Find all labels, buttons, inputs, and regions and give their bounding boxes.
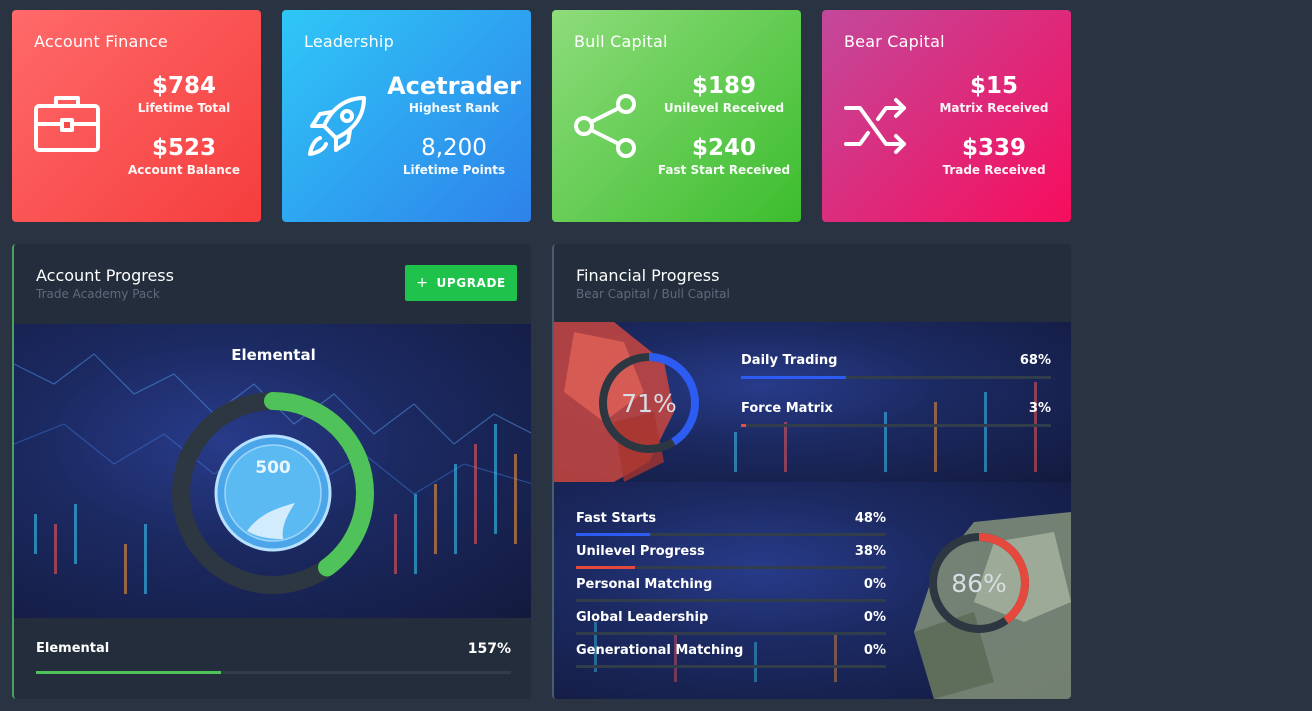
unilevel-received-label: Unilevel Received bbox=[663, 101, 785, 115]
progress-row: Personal Matching 0% bbox=[576, 577, 886, 602]
card-stats: $784 Lifetime Total $523 Account Balance bbox=[107, 72, 261, 196]
bear-capital-card: Bear Capital $15 Matrix Received $339 Tr… bbox=[822, 10, 1071, 222]
elemental-progress-bar bbox=[36, 671, 511, 674]
highest-rank-label: Highest Rank bbox=[408, 101, 500, 115]
card-title: Bear Capital bbox=[844, 32, 945, 51]
progress-percent: 48% bbox=[854, 511, 886, 526]
bear-illustration bbox=[554, 322, 1037, 482]
account-balance-label: Account Balance bbox=[127, 163, 240, 177]
market-chart-background: Elemental 500 bbox=[14, 324, 531, 618]
fast-start-received-value: $240 bbox=[691, 135, 756, 161]
footer-label: Elemental bbox=[36, 641, 110, 656]
lifetime-total-label: Lifetime Total bbox=[137, 101, 231, 115]
upgrade-label: UPGRADE bbox=[436, 276, 506, 290]
progress-percent: 0% bbox=[863, 610, 886, 625]
bull-progress-ring: 86% bbox=[929, 533, 1029, 633]
progress-track bbox=[576, 665, 886, 668]
progress-track bbox=[576, 599, 886, 602]
account-balance-value: $523 bbox=[151, 135, 216, 161]
card-stats: $189 Unilevel Received $240 Fast Start R… bbox=[647, 72, 801, 196]
footer-percent: 157% bbox=[467, 641, 511, 657]
progress-label: Unilevel Progress bbox=[576, 544, 705, 559]
highest-rank-value: Acetrader bbox=[387, 72, 521, 100]
progress-label: Force Matrix bbox=[741, 401, 833, 416]
bull-section: Fast Starts 48% Unilevel Progress 38% Person… bbox=[554, 482, 1071, 699]
panel-subtitle: Bear Capital / Bull Capital bbox=[576, 287, 730, 301]
panel-header: Financial Progress Bear Capital / Bull C… bbox=[554, 244, 1071, 324]
financial-progress-panel: Financial Progress Bear Capital / Bull C… bbox=[552, 244, 1071, 699]
progress-track bbox=[576, 533, 886, 536]
bull-progress-arc bbox=[929, 533, 1029, 633]
bull-ring-text: 86% bbox=[951, 569, 1007, 598]
stage-name: Elemental bbox=[231, 346, 316, 364]
lifetime-points-value: 8,200 bbox=[421, 135, 487, 161]
progress-label: Daily Trading bbox=[741, 353, 838, 368]
progress-track bbox=[576, 632, 886, 635]
progress-percent: 68% bbox=[1019, 353, 1051, 368]
panel-subtitle: Trade Academy Pack bbox=[36, 287, 160, 301]
share-icon bbox=[574, 94, 636, 158]
progress-fill bbox=[576, 533, 651, 536]
fast-start-received-label: Fast Start Received bbox=[657, 163, 791, 177]
pack-badge: 500 bbox=[214, 434, 332, 552]
upgrade-button[interactable]: + UPGRADE bbox=[405, 265, 517, 301]
progress-row: Generational Matching 0% bbox=[576, 643, 886, 668]
rocket-icon bbox=[308, 96, 366, 156]
progress-percent: 0% bbox=[863, 643, 886, 658]
progress-row: Force Matrix 3% bbox=[741, 401, 1051, 427]
account-progress-panel: Account Progress Trade Academy Pack + UP… bbox=[12, 244, 531, 699]
bear-progress-arc bbox=[599, 353, 699, 453]
badge-text: 500 bbox=[255, 458, 291, 478]
progress-row: Global Leadership 0% bbox=[576, 610, 886, 635]
progress-track bbox=[741, 424, 1051, 427]
plus-icon: + bbox=[416, 275, 429, 291]
progress-label: Fast Starts bbox=[576, 511, 657, 526]
matrix-received-label: Matrix Received bbox=[939, 101, 1049, 115]
lifetime-points-label: Lifetime Points bbox=[402, 163, 506, 177]
progress-track bbox=[741, 376, 1051, 379]
account-progress-ring: 500 bbox=[172, 392, 374, 594]
progress-fill bbox=[741, 376, 847, 379]
card-stats: $15 Matrix Received $339 Trade Received bbox=[917, 72, 1071, 196]
panel-title: Financial Progress bbox=[576, 266, 720, 285]
account-finance-card: Account Finance $784 Lifetime Total $523… bbox=[12, 10, 261, 222]
bear-section: 71% Daily Trading 68% Force Matrix 3% bbox=[554, 322, 1071, 482]
progress-row: Fast Starts 48% bbox=[576, 511, 886, 536]
panel-header: Account Progress Trade Academy Pack + UP… bbox=[14, 244, 531, 324]
account-progress-arc bbox=[172, 392, 374, 594]
card-title: Leadership bbox=[304, 32, 394, 51]
progress-label: Global Leadership bbox=[576, 610, 709, 625]
bull-capital-card: Bull Capital $189 Unilevel Received $240… bbox=[552, 10, 801, 222]
progress-fill bbox=[741, 424, 746, 427]
shuffle-icon bbox=[844, 98, 906, 154]
unilevel-received-value: $189 bbox=[691, 73, 756, 99]
leadership-card: Leadership Acetrader Highest Rank 8,200 … bbox=[282, 10, 531, 222]
card-title: Bull Capital bbox=[574, 32, 668, 51]
trade-received-label: Trade Received bbox=[942, 163, 1046, 177]
candlestick-background bbox=[14, 353, 531, 594]
progress-label: Generational Matching bbox=[576, 643, 744, 658]
card-stats: Acetrader Highest Rank 8,200 Lifetime Po… bbox=[377, 72, 531, 196]
matrix-received-value: $15 bbox=[969, 73, 1018, 99]
trade-received-value: $339 bbox=[961, 135, 1026, 161]
progress-percent: 3% bbox=[1028, 401, 1051, 416]
lifetime-total-value: $784 bbox=[151, 73, 216, 99]
progress-fill bbox=[576, 566, 635, 569]
bear-ring-text: 71% bbox=[621, 389, 677, 418]
elemental-progress-fill bbox=[36, 671, 222, 674]
progress-label: Personal Matching bbox=[576, 577, 713, 592]
briefcase-icon bbox=[34, 96, 100, 152]
progress-row: Unilevel Progress 38% bbox=[576, 544, 886, 569]
card-title: Account Finance bbox=[34, 32, 168, 51]
progress-track bbox=[576, 566, 886, 569]
progress-percent: 0% bbox=[863, 577, 886, 592]
progress-percent: 38% bbox=[854, 544, 886, 559]
progress-row: Daily Trading 68% bbox=[741, 353, 1051, 379]
panel-title: Account Progress bbox=[36, 266, 174, 285]
bear-progress-ring: 71% bbox=[599, 353, 699, 453]
